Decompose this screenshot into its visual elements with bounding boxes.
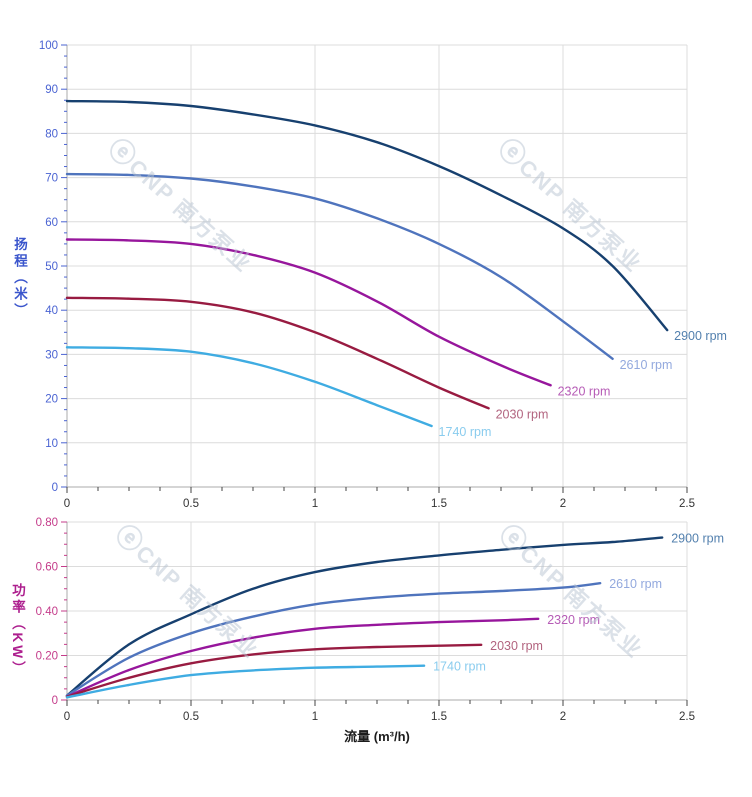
power-flow-chart: 0 0.20 0.40 0.60 0.80 0 0.5 1 1.5 2 2.5 2900 rpm 261…	[36, 517, 724, 723]
curve-label-2610-rpm: 2610 rpm	[620, 358, 673, 372]
y-tick-label: 80	[45, 128, 58, 140]
watermark: ⓔCNP 南方泵业	[103, 133, 260, 279]
y-tick-label: 0.20	[36, 651, 58, 663]
curve-2610-rpm[interactable]	[65, 172, 614, 360]
x-tick-label: 1	[312, 498, 318, 510]
curve-label-1740-rpm: 1740 rpm	[439, 425, 492, 439]
curve-label-2900-rpm: 2900 rpm	[674, 329, 727, 343]
x-tick-label: 1.5	[431, 711, 447, 723]
y-tick-label: 90	[45, 84, 58, 96]
curve-1740-rpm[interactable]	[65, 664, 426, 699]
y-tick-label: 50	[45, 261, 58, 273]
y-tick-label: 70	[45, 173, 58, 185]
x-tick-label: 2.5	[679, 498, 695, 510]
y-tick-label: 0.80	[36, 517, 58, 529]
x-tick-label: 2.5	[679, 711, 695, 723]
curve-2030-rpm[interactable]	[65, 643, 483, 698]
curve-label-2320-rpm: 2320 rpm	[558, 384, 611, 398]
flow-axis-title: 流量 (m³/h)	[344, 729, 410, 744]
x-tick-label: 0	[64, 711, 70, 723]
curve-2320-rpm[interactable]	[65, 238, 552, 387]
curve-label-2030-rpm: 2030 rpm	[496, 407, 549, 421]
curve-2900-rpm[interactable]	[65, 99, 669, 332]
cnp-logo-icon: ⓔ	[103, 133, 144, 174]
y-tick-label: 60	[45, 217, 58, 229]
x-tick-label: 1.5	[431, 498, 447, 510]
y-tick-label: 40	[45, 305, 58, 317]
curve-label-2610-rpm: 2610 rpm	[609, 577, 662, 591]
x-tick-label: 0.5	[183, 498, 199, 510]
x-tick-label: 1	[312, 711, 318, 723]
head-flow-chart: 0 10 20 30 40 50 60 70 80 90 100 0 0.5 1 1.5 2 2.5 2900 r…	[39, 40, 727, 510]
y-tick-label: 20	[45, 394, 58, 406]
x-tick-label: 2	[560, 711, 566, 723]
x-tick-label: 2	[560, 498, 566, 510]
y-tick-label: 0	[52, 695, 58, 707]
curve-1740-rpm[interactable]	[65, 346, 433, 428]
watermark-text: ⓔCNP 南方泵业	[103, 133, 260, 279]
curve-label-2320-rpm: 2320 rpm	[547, 613, 600, 627]
cnp-logo-icon: ⓔ	[493, 133, 534, 174]
curve-2900-rpm[interactable]	[65, 536, 664, 697]
cnp-logo-icon: ⓔ	[110, 519, 151, 560]
curve-2030-rpm[interactable]	[65, 296, 490, 410]
y-tick-label: 0.40	[36, 606, 58, 618]
y-tick-label: 30	[45, 349, 58, 361]
y-tick-label: 10	[45, 438, 58, 450]
x-tick-label: 0.5	[183, 711, 199, 723]
curve-2610-rpm[interactable]	[65, 582, 602, 697]
x-tick-label: 0	[64, 498, 70, 510]
curve-2320-rpm[interactable]	[65, 617, 540, 698]
y-tick-label: 0	[52, 482, 58, 494]
cnp-logo-icon: ⓔ	[494, 519, 535, 560]
y-tick-label: 0.60	[36, 562, 58, 574]
power-axis-title: 功率（KW）	[10, 583, 25, 678]
watermark-text: ⓔCNP 南方泵业	[493, 133, 650, 279]
curve-label-2030-rpm: 2030 rpm	[490, 639, 543, 653]
head-axis-title: 扬程（米）	[12, 237, 27, 320]
y-tick-label: 100	[39, 40, 58, 52]
watermark: ⓔCNP 南方泵业	[493, 133, 650, 279]
curve-label-2900-rpm: 2900 rpm	[671, 532, 724, 546]
curve-label-1740-rpm: 1740 rpm	[433, 660, 486, 674]
